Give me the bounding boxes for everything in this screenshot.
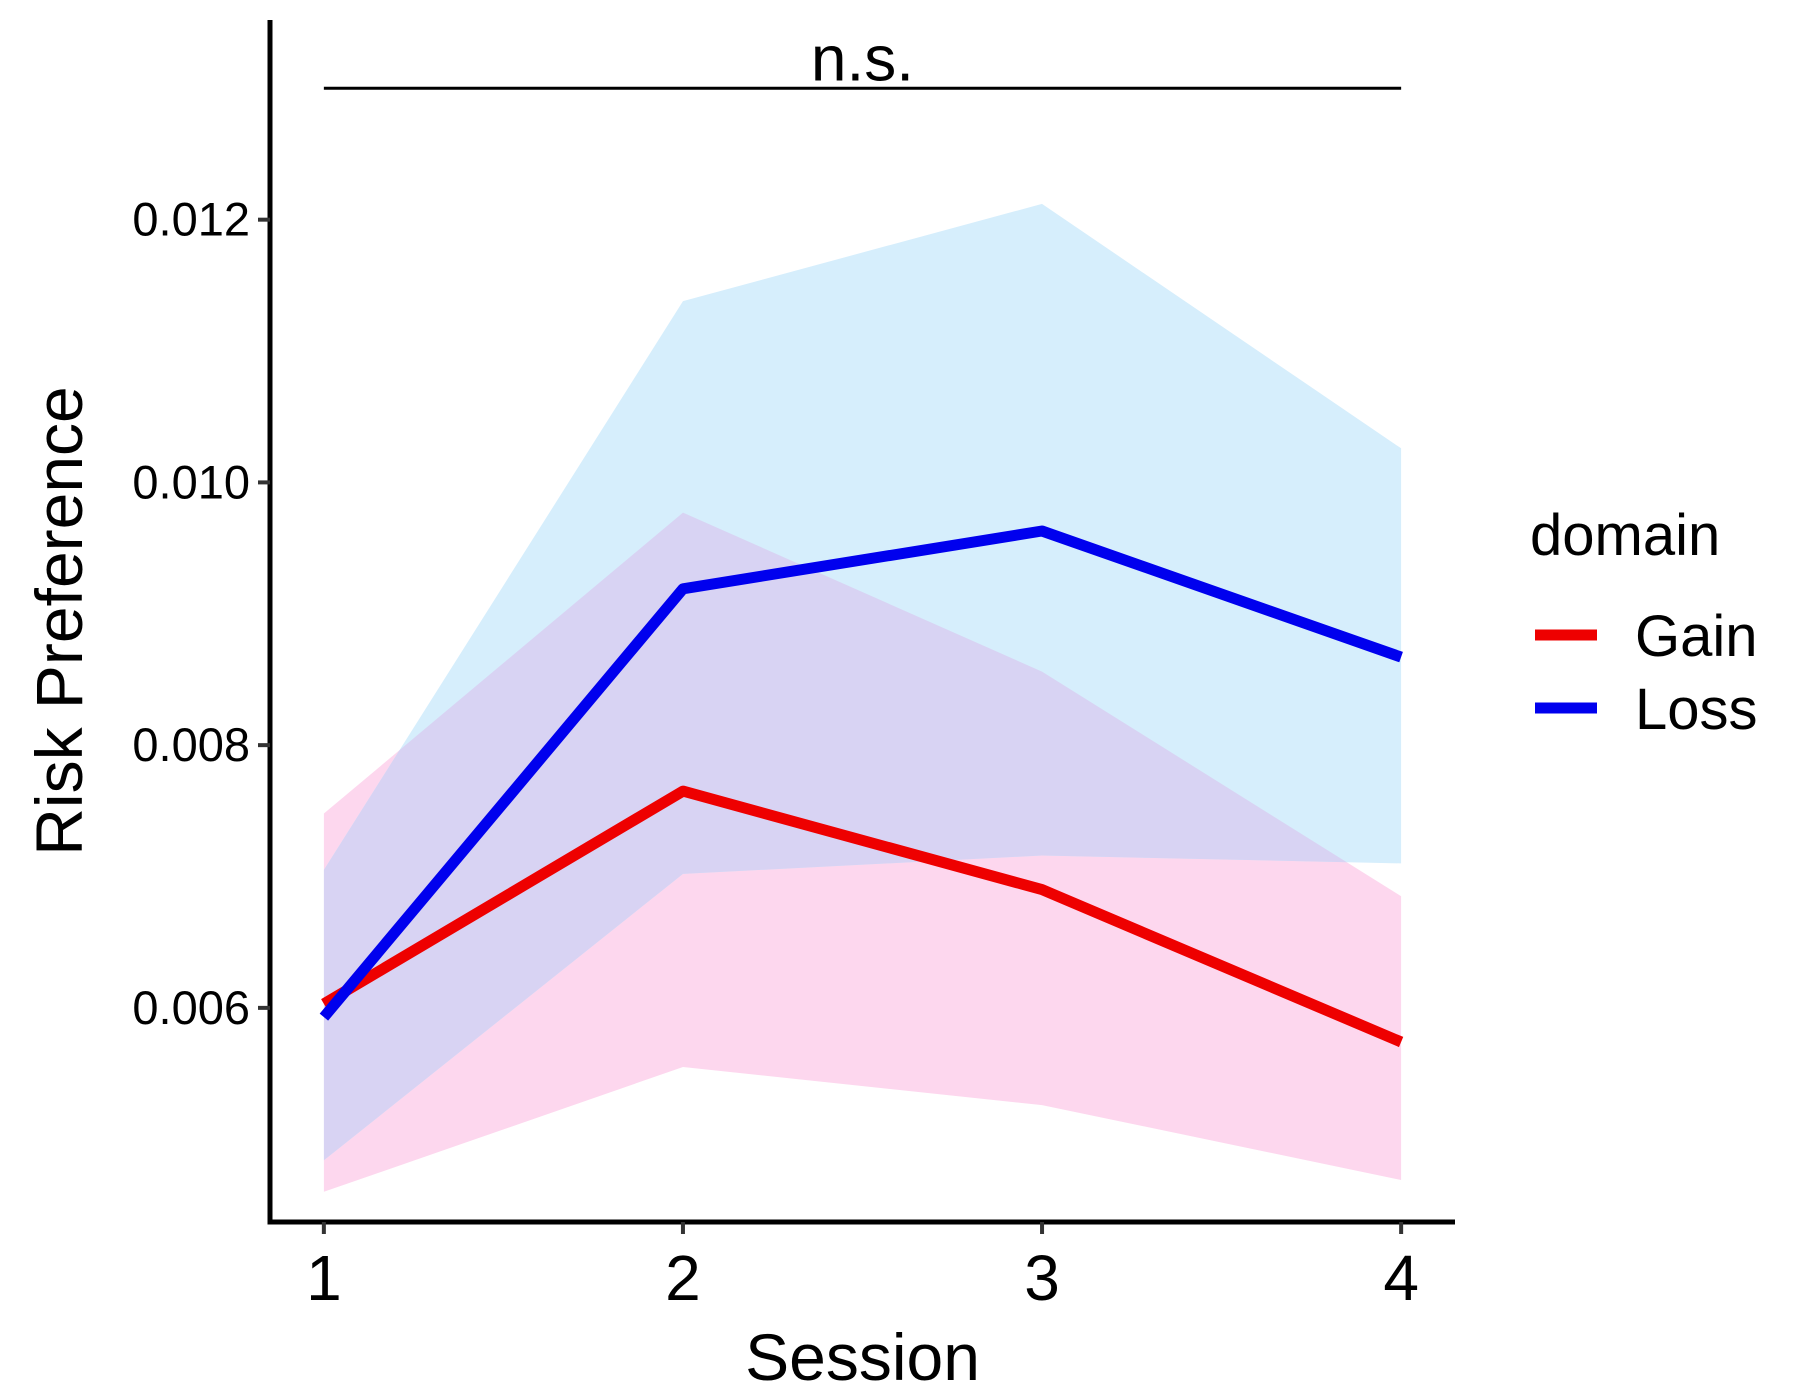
annotations: n.s. bbox=[323, 22, 1402, 94]
y-tick-label: 0.012 bbox=[132, 193, 250, 246]
legend-label-loss: Loss bbox=[1635, 677, 1758, 742]
legend: domain Gain Loss bbox=[1530, 503, 1758, 742]
x-tick-label: 1 bbox=[306, 1242, 342, 1314]
axis-titles: Session Risk Preference bbox=[22, 386, 980, 1394]
x-axis-title: Session bbox=[745, 1320, 980, 1394]
legend-label-gain: Gain bbox=[1635, 604, 1758, 669]
axes: 0.006 0.008 0.010 0.012 1 2 3 4 bbox=[132, 20, 1455, 1314]
x-tick-label: 2 bbox=[665, 1242, 701, 1314]
y-tick-label: 0.010 bbox=[132, 455, 250, 508]
y-tick-label: 0.008 bbox=[132, 718, 250, 771]
x-tick-label: 4 bbox=[1383, 1242, 1419, 1314]
y-tick-label: 0.006 bbox=[132, 981, 250, 1034]
significance-label: n.s. bbox=[811, 22, 914, 94]
y-axis-title: Risk Preference bbox=[22, 386, 96, 856]
legend-title: domain bbox=[1530, 503, 1720, 568]
confidence-ribbons bbox=[323, 203, 1402, 1192]
x-tick-label: 3 bbox=[1024, 1242, 1060, 1314]
series-lines bbox=[319, 525, 1404, 1048]
series-line-gain bbox=[321, 785, 1404, 1048]
series-line-loss bbox=[319, 525, 1403, 1021]
